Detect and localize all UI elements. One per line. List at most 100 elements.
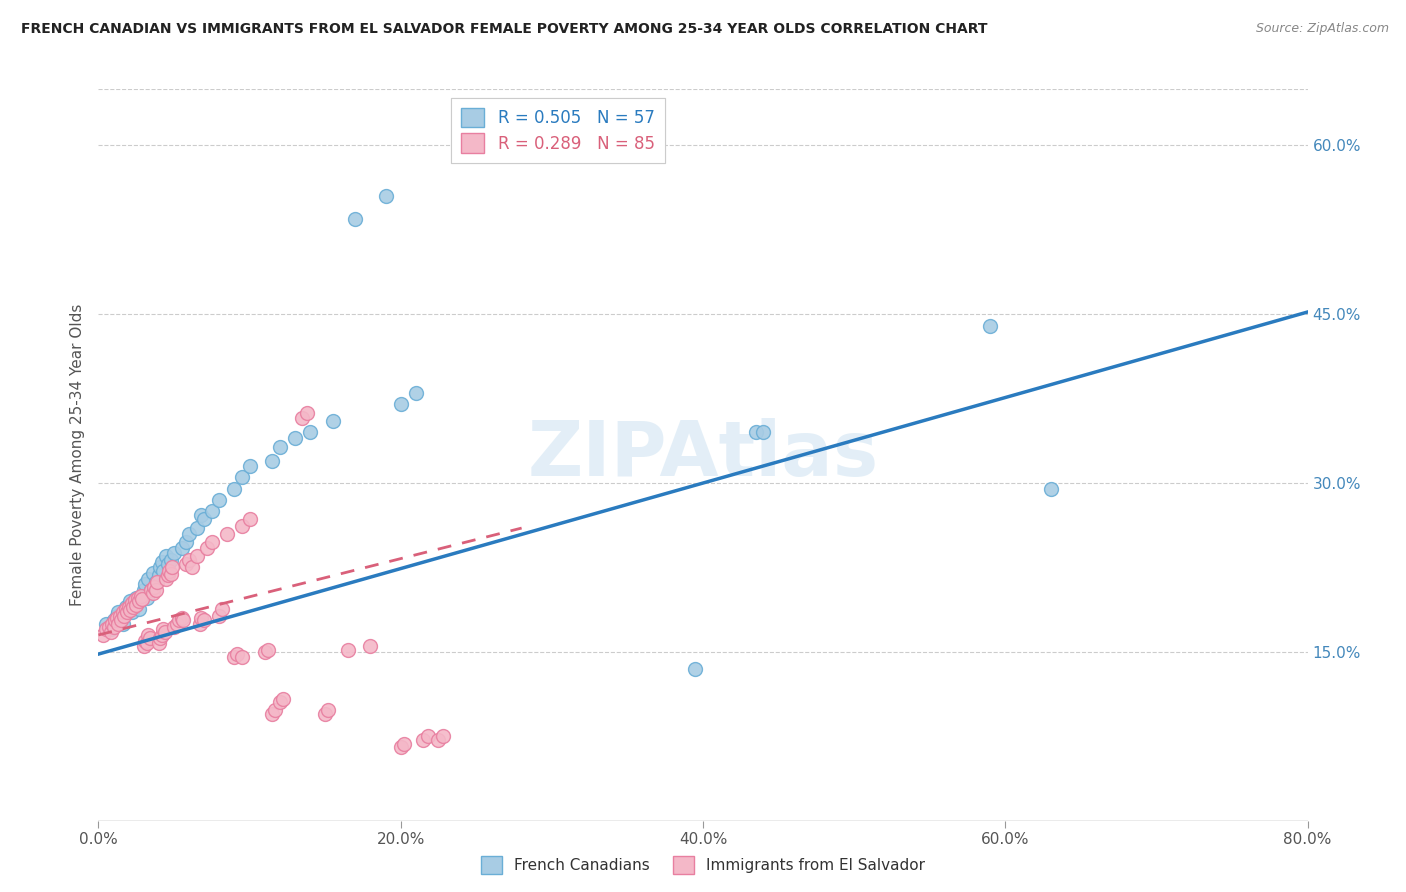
Point (389, 397, 412, 411)
Point (188, 616, 211, 631)
Point (107, 606, 129, 620)
Point (253, 645, 276, 659)
Point (135, 636, 157, 650)
Point (432, 729, 454, 743)
Point (193, 613, 215, 627)
Point (152, 564, 174, 578)
Point (94, 623, 117, 637)
Text: FRENCH CANADIAN VS IMMIGRANTS FROM EL SALVADOR FEMALE POVERTY AMONG 25-34 YEAR O: FRENCH CANADIAN VS IMMIGRANTS FROM EL SA… (21, 22, 987, 37)
Point (190, 508, 212, 522)
Text: Source: ZipAtlas.com: Source: ZipAtlas.com (1256, 22, 1389, 36)
Point (143, 580, 166, 594)
Point (201, 504, 224, 518)
Point (107, 616, 129, 631)
Point (215, 526, 238, 541)
Legend: R = 0.505   N = 57, R = 0.289   N = 85: R = 0.505 N = 57, R = 0.289 N = 85 (451, 97, 665, 162)
Point (336, 642, 359, 657)
Point (156, 568, 179, 582)
Point (195, 541, 218, 556)
Point (392, 737, 415, 751)
Point (186, 549, 208, 564)
Point (112, 607, 135, 622)
Point (224, 482, 246, 496)
Point (94, 616, 117, 631)
Point (160, 567, 183, 582)
Point (179, 552, 201, 566)
Point (118, 602, 141, 616)
Point (103, 620, 125, 634)
Point (201, 534, 224, 549)
Point (256, 642, 278, 657)
Point (160, 552, 183, 566)
Point (114, 602, 136, 616)
Point (208, 492, 231, 507)
Point (193, 512, 215, 526)
Point (118, 599, 141, 614)
Point (239, 512, 262, 526)
Point (360, 639, 382, 653)
Point (129, 589, 152, 603)
Point (128, 594, 150, 608)
Point (149, 632, 172, 646)
Point (284, 431, 307, 445)
Point (131, 591, 153, 606)
Point (405, 386, 427, 401)
Point (262, 453, 284, 467)
Point (145, 575, 167, 590)
Point (115, 606, 138, 620)
Point (134, 633, 156, 648)
Point (152, 623, 174, 637)
Point (224, 650, 246, 665)
Point (141, 582, 163, 597)
Point (322, 414, 344, 428)
Point (135, 591, 157, 605)
Point (111, 606, 134, 620)
Point (155, 549, 177, 564)
Point (105, 611, 128, 625)
Point (271, 692, 294, 706)
Point (211, 602, 233, 616)
Point (291, 410, 314, 425)
Point (103, 613, 125, 627)
Point (105, 608, 128, 623)
Point (170, 541, 193, 556)
Point (121, 606, 143, 620)
Point (124, 593, 146, 607)
Point (166, 616, 188, 631)
Point (110, 611, 132, 625)
Point (179, 526, 201, 541)
Point (114, 599, 136, 614)
Point (156, 557, 179, 571)
Point (142, 566, 165, 580)
Point (269, 696, 291, 710)
Point (186, 521, 208, 535)
Point (153, 624, 176, 639)
Point (122, 598, 145, 612)
Point (316, 703, 339, 717)
Point (100, 624, 122, 639)
Point (98, 620, 121, 634)
Point (427, 732, 450, 747)
Point (112, 608, 135, 623)
Point (127, 591, 149, 605)
Point (150, 628, 173, 642)
Point (295, 406, 318, 420)
Point (174, 534, 197, 549)
Point (120, 603, 142, 617)
Point (1039, 482, 1062, 496)
Point (231, 650, 253, 665)
Point (127, 594, 149, 608)
Point (344, 211, 367, 226)
Legend: French Canadians, Immigrants from El Salvador: French Canadians, Immigrants from El Sal… (474, 850, 932, 880)
Point (208, 608, 231, 623)
Point (745, 425, 768, 440)
Point (100, 623, 122, 637)
Point (145, 582, 167, 597)
Point (159, 564, 181, 578)
Point (132, 582, 155, 597)
Point (190, 611, 212, 625)
Point (148, 636, 170, 650)
Point (163, 620, 186, 634)
Point (752, 425, 775, 440)
Point (146, 575, 169, 590)
